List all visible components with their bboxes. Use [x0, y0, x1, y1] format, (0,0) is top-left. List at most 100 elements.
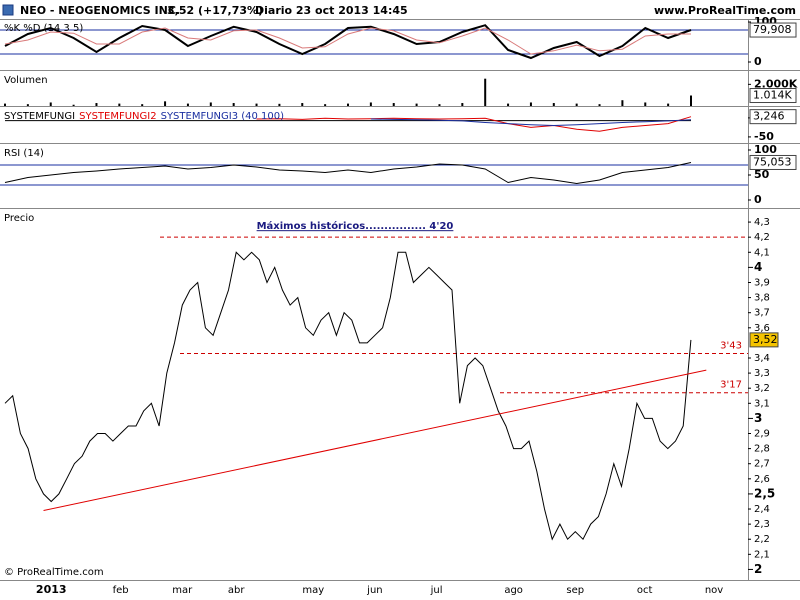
x-tick-label: feb	[113, 585, 129, 596]
y-tick-label: 2,6	[754, 474, 770, 485]
volume-bar	[415, 103, 418, 107]
volume-bar	[438, 104, 441, 107]
volume-bar	[141, 104, 144, 107]
volume-bar	[301, 103, 304, 107]
y-tick-label: 0	[754, 193, 762, 206]
volume-bar	[598, 104, 601, 107]
y-tick-label-major: 4	[754, 260, 762, 274]
y-tick-label: 3,2	[754, 383, 770, 394]
volume-bar	[369, 102, 372, 107]
volume-bar	[484, 78, 487, 107]
legend-entry: SYSTEMFUNGI3 (40 100)	[161, 111, 285, 122]
volume-bar	[72, 104, 75, 107]
x-tick-label: jun	[366, 585, 382, 596]
panel-title: Precio	[4, 213, 34, 224]
y-tick-label: 4,1	[754, 247, 770, 258]
last-value-box	[749, 109, 797, 125]
y-tick-label: 2,9	[754, 429, 770, 440]
panel-title: %K %D (14 3 5)	[4, 23, 83, 34]
y-tick-label: 3,7	[754, 308, 770, 319]
y-tick-label: 3,3	[754, 368, 770, 379]
volume-bar	[644, 102, 647, 107]
y-tick-label-major: 2	[754, 562, 762, 576]
last-value-box	[749, 154, 797, 170]
volume-bar	[95, 103, 98, 107]
series-line	[370, 118, 692, 127]
y-tick-label: 3,6	[754, 323, 770, 334]
menu-icon[interactable]	[2, 4, 14, 16]
last-value-label: 79,908	[753, 23, 792, 36]
volume-bar	[461, 103, 464, 107]
y-tick-label: 3,1	[754, 398, 770, 409]
legend-entry: SYSTEMFUNGI	[4, 111, 75, 122]
panel-title: Volumen	[4, 75, 48, 86]
y-tick-label: 4,2	[754, 232, 770, 243]
annotation: 3'43	[720, 340, 742, 351]
annotation: Máximos históricos................ 4'20	[257, 220, 454, 232]
last-value-box	[749, 88, 797, 104]
volume-bar	[118, 103, 121, 107]
y-tick-label: 2,2	[754, 534, 770, 545]
x-tick-label: nov	[705, 585, 723, 596]
volume-bar	[690, 95, 692, 107]
y-tick-label-major: 2,5	[754, 486, 775, 500]
site: www.ProRealTime.com	[654, 4, 796, 17]
x-tick-label: 2013	[36, 583, 67, 596]
x-tick-label: may	[302, 585, 324, 596]
y-tick-label: 50	[754, 168, 770, 181]
volume-bar	[667, 103, 670, 107]
y-tick-label: 3,9	[754, 277, 770, 288]
y-tick-label: 2,1	[754, 549, 770, 560]
series-line	[256, 116, 692, 132]
volume-bar	[529, 102, 532, 107]
y-tick-label: 4,3	[754, 217, 770, 228]
series-line	[4, 162, 692, 185]
footer: © ProRealTime.com	[4, 567, 104, 578]
x-tick-label: mar	[172, 585, 193, 596]
price-change: 3,52 (+17,73%)	[167, 4, 263, 17]
last-value-box	[749, 22, 797, 38]
y-tick-label: -50	[754, 130, 774, 143]
volume-bar	[186, 103, 189, 107]
legend-entry: SYSTEMFUNGI2	[79, 111, 156, 122]
series-line	[4, 24, 692, 60]
volume-bar	[4, 103, 6, 107]
volume-bar	[347, 103, 349, 107]
volume-bar	[49, 102, 52, 107]
x-tick-label: abr	[228, 585, 245, 596]
y-tick-label: 2,4	[754, 504, 770, 515]
panel-title: RSI (14)	[4, 148, 44, 159]
last-value-label: 3,246	[753, 110, 785, 123]
volume-bar	[278, 103, 281, 107]
y-tick-label: 2,3	[754, 519, 770, 530]
last-value-box	[749, 332, 779, 348]
y-tick-label: 2,7	[754, 459, 770, 470]
volume-bar	[209, 102, 212, 107]
volume-bar	[552, 103, 555, 107]
y-tick-label: 2.000K	[754, 77, 798, 90]
volume-bar	[621, 100, 624, 107]
volume-bar	[507, 103, 510, 107]
y-tick-label: 100	[754, 143, 777, 156]
volume-bar	[164, 101, 167, 107]
last-value-label: 75,053	[753, 155, 792, 168]
annotation: 3'17	[720, 380, 742, 391]
trendline	[43, 369, 707, 512]
y-tick-label: 2,8	[754, 444, 770, 455]
volume-bar	[392, 103, 395, 107]
volume-bar	[575, 103, 578, 107]
volume-bar	[324, 104, 327, 107]
x-tick-label: oct	[637, 585, 653, 596]
x-tick-label: sep	[566, 585, 584, 596]
y-tick-label: 0	[754, 55, 762, 68]
volume-bar	[232, 103, 235, 107]
symbol: NEO - NEOGENOMICS INC.	[20, 4, 180, 17]
price-line	[4, 251, 692, 541]
volume-bar	[255, 103, 258, 107]
x-tick-label: jul	[430, 585, 443, 596]
last-value-label: 3,52	[753, 333, 778, 346]
y-tick-label-major: 3	[754, 411, 762, 425]
y-tick-label: 3,8	[754, 293, 770, 304]
